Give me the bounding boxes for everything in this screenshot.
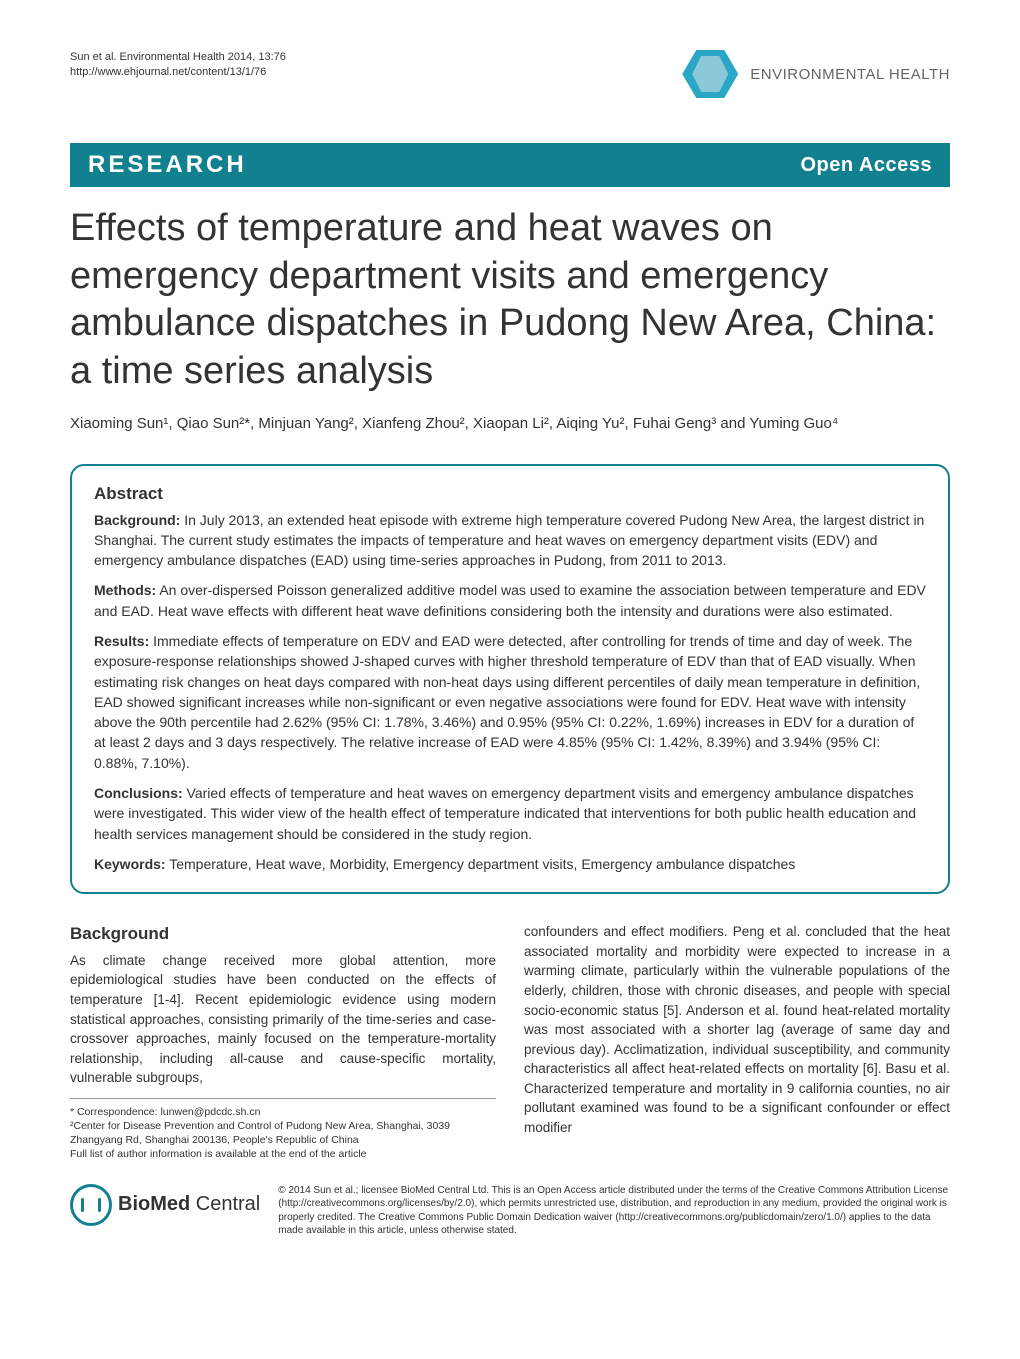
- journal-logo-icon: [682, 50, 738, 98]
- open-access-label: Open Access: [801, 154, 933, 177]
- abstract-heading: Abstract: [94, 484, 926, 504]
- keywords-label: Keywords:: [94, 856, 166, 872]
- conclusions-label: Conclusions:: [94, 785, 183, 801]
- citation-block: Sun et al. Environmental Health 2014, 13…: [70, 50, 286, 81]
- correspondence-line: * Correspondence: lunwen@pdcdc.sh.cn: [70, 1105, 496, 1119]
- abstract-methods: Methods: An over-dispersed Poisson gener…: [94, 580, 926, 621]
- article-type-banner: RESEARCH Open Access: [70, 143, 950, 187]
- page-header: Sun et al. Environmental Health 2014, 13…: [70, 50, 950, 98]
- bmc-logo-text: BioMed Central: [118, 1193, 260, 1216]
- abstract-box: Abstract Background: In July 2013, an ex…: [70, 464, 950, 895]
- citation-url: http://www.ehjournal.net/content/13/1/76: [70, 65, 286, 80]
- background-label: Background:: [94, 512, 180, 528]
- article-title: Effects of temperature and heat waves on…: [70, 205, 950, 395]
- results-text: Immediate effects of temperature on EDV …: [94, 633, 920, 771]
- background-section-heading: Background: [70, 922, 496, 947]
- bmc-text-normal: Central: [190, 1193, 260, 1215]
- body-paragraph-1: As climate change received more global a…: [70, 951, 496, 1088]
- methods-text: An over-dispersed Poisson generalized ad…: [94, 582, 926, 618]
- body-paragraph-2: confounders and effect modifiers. Peng e…: [524, 922, 950, 1137]
- footnote-block: * Correspondence: lunwen@pdcdc.sh.cn ²Ce…: [70, 1098, 496, 1162]
- journal-brand: ENVIRONMENTAL HEALTH: [682, 50, 950, 98]
- abstract-keywords: Keywords: Temperature, Heat wave, Morbid…: [94, 854, 926, 874]
- background-text: In July 2013, an extended heat episode w…: [94, 512, 924, 569]
- license-text: © 2014 Sun et al.; licensee BioMed Centr…: [278, 1184, 950, 1238]
- affiliation-note: Full list of author information is avail…: [70, 1147, 496, 1161]
- citation-line-1: Sun et al. Environmental Health 2014, 13…: [70, 50, 286, 65]
- column-right: confounders and effect modifiers. Peng e…: [524, 922, 950, 1161]
- conclusions-text: Varied effects of temperature and heat w…: [94, 785, 916, 842]
- affiliation-2: ²Center for Disease Prevention and Contr…: [70, 1119, 496, 1147]
- article-type-label: RESEARCH: [88, 151, 247, 179]
- abstract-results: Results: Immediate effects of temperatur…: [94, 631, 926, 773]
- abstract-conclusions: Conclusions: Varied effects of temperatu…: [94, 783, 926, 844]
- biomed-central-logo: BioMed Central: [70, 1184, 260, 1226]
- page-footer: BioMed Central © 2014 Sun et al.; licens…: [70, 1184, 950, 1238]
- body-columns: Background As climate change received mo…: [70, 922, 950, 1161]
- author-list: Xiaoming Sun¹, Qiao Sun²*, Minjuan Yang²…: [70, 413, 950, 436]
- results-label: Results:: [94, 633, 149, 649]
- journal-name: ENVIRONMENTAL HEALTH: [750, 66, 950, 83]
- keywords-text: Temperature, Heat wave, Morbidity, Emerg…: [166, 856, 796, 872]
- methods-label: Methods:: [94, 582, 156, 598]
- column-left: Background As climate change received mo…: [70, 922, 496, 1161]
- abstract-background: Background: In July 2013, an extended he…: [94, 510, 926, 571]
- bmc-logo-icon: [70, 1184, 112, 1226]
- bmc-text-bold: BioMed: [118, 1193, 190, 1215]
